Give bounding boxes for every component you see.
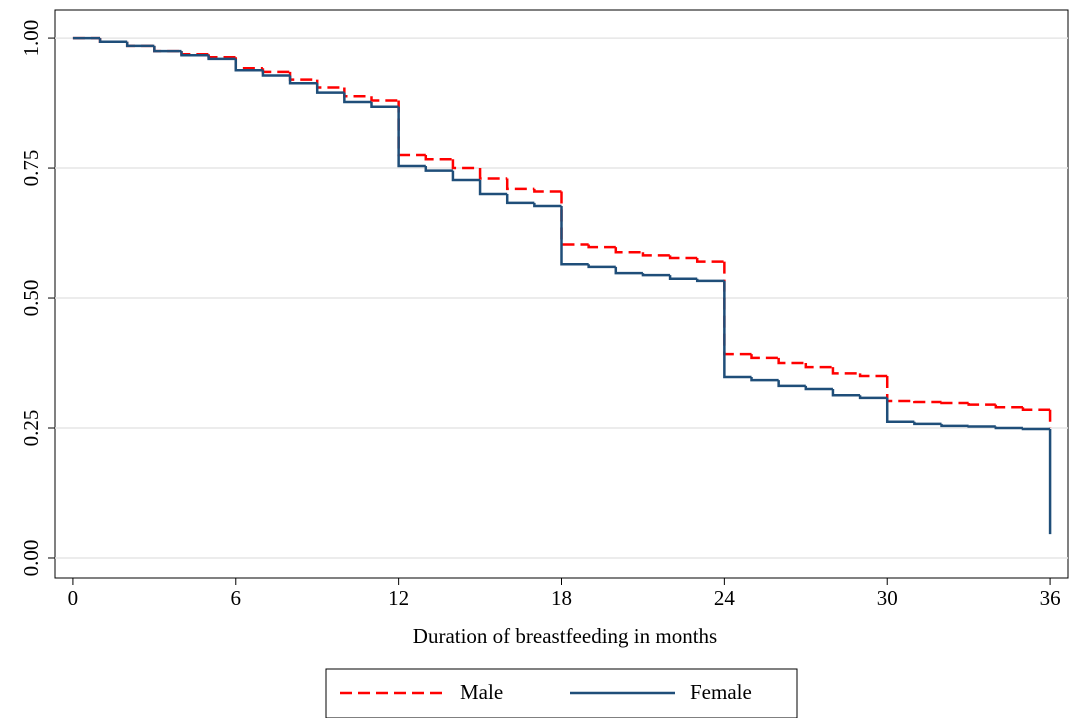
step-segment bbox=[533, 188, 562, 193]
step-segment bbox=[343, 87, 372, 98]
step-segment bbox=[315, 83, 345, 94]
step-segment bbox=[1021, 427, 1051, 431]
step-segment bbox=[505, 194, 535, 205]
legend-label: Male bbox=[460, 680, 503, 704]
step-segment bbox=[885, 397, 915, 424]
step-segment bbox=[343, 92, 372, 104]
step-segment bbox=[614, 266, 643, 275]
step-segment bbox=[723, 261, 752, 356]
step-segment bbox=[831, 389, 861, 397]
step-segment bbox=[858, 395, 888, 400]
step-segment bbox=[885, 376, 915, 403]
step-segment bbox=[288, 71, 318, 81]
step-segment bbox=[614, 247, 643, 254]
step-segment bbox=[98, 38, 128, 43]
step-segment bbox=[777, 357, 806, 365]
step-segment bbox=[913, 400, 942, 404]
step-segment bbox=[587, 264, 616, 269]
step-segment bbox=[207, 55, 236, 61]
step-segment bbox=[207, 54, 236, 59]
step-segment bbox=[668, 255, 698, 260]
legend-label: Female bbox=[690, 680, 752, 704]
step-segment bbox=[723, 280, 752, 379]
step-segment bbox=[370, 96, 399, 102]
x-tick-label: 36 bbox=[1040, 586, 1061, 610]
step-segment bbox=[804, 385, 833, 391]
step-segment bbox=[153, 45, 182, 53]
step-segment bbox=[831, 367, 861, 375]
step-segment bbox=[261, 70, 291, 77]
y-tick-label: 0.75 bbox=[19, 150, 43, 187]
step-segment bbox=[994, 404, 1023, 409]
step-segment bbox=[750, 354, 779, 360]
legend-box bbox=[325, 668, 798, 718]
step-segment bbox=[641, 252, 671, 257]
x-tick-label: 18 bbox=[551, 586, 572, 610]
step-segment bbox=[424, 165, 453, 172]
y-tick-label: 0.00 bbox=[19, 540, 43, 577]
x-tick-label: 24 bbox=[714, 586, 736, 610]
step-segment bbox=[288, 75, 318, 85]
y-tick-label: 0.25 bbox=[19, 410, 43, 447]
step-segment bbox=[478, 180, 508, 196]
step-segment bbox=[261, 68, 291, 74]
step-segment bbox=[750, 377, 779, 382]
step-segment bbox=[451, 159, 481, 170]
step-segment bbox=[1021, 407, 1051, 412]
step-segment bbox=[967, 403, 996, 406]
step-segment bbox=[424, 155, 453, 161]
step-segment bbox=[777, 380, 806, 388]
step-segment bbox=[315, 79, 345, 89]
step-segment bbox=[994, 426, 1023, 430]
step-segment bbox=[858, 373, 888, 378]
step-segment bbox=[505, 178, 535, 191]
step-segment bbox=[451, 170, 481, 182]
x-tick-label: 0 bbox=[68, 586, 79, 610]
step-segment bbox=[940, 401, 969, 405]
plot-frame bbox=[54, 9, 1069, 579]
step-segment bbox=[234, 58, 263, 72]
step-segment bbox=[180, 51, 209, 56]
step-segment bbox=[587, 244, 616, 249]
step-segment bbox=[940, 423, 969, 428]
step-segment bbox=[913, 421, 942, 426]
step-segment bbox=[560, 191, 589, 246]
y-tick-label: 0.50 bbox=[19, 280, 43, 317]
step-segment bbox=[478, 168, 508, 180]
step-segment bbox=[804, 363, 833, 369]
step-segment bbox=[695, 278, 725, 283]
step-segment bbox=[641, 273, 671, 277]
step-segment bbox=[234, 57, 263, 70]
x-tick-label: 30 bbox=[877, 586, 898, 610]
x-tick-label: 6 bbox=[231, 586, 242, 610]
x-axis-label: Duration of breastfeeding in months bbox=[413, 624, 717, 648]
step-segment bbox=[695, 257, 725, 263]
survival-curve bbox=[72, 36, 1052, 535]
step-segment bbox=[397, 106, 426, 168]
step-segment bbox=[967, 425, 996, 428]
step-segment bbox=[668, 275, 698, 281]
step-segment bbox=[125, 41, 155, 48]
step-segment bbox=[370, 102, 399, 108]
y-tick-label: 1.00 bbox=[19, 20, 43, 57]
step-segment bbox=[397, 100, 426, 157]
step-segment bbox=[180, 51, 209, 57]
step-segment bbox=[533, 202, 562, 208]
x-tick-label: 12 bbox=[388, 586, 409, 610]
step-segment bbox=[560, 206, 589, 266]
